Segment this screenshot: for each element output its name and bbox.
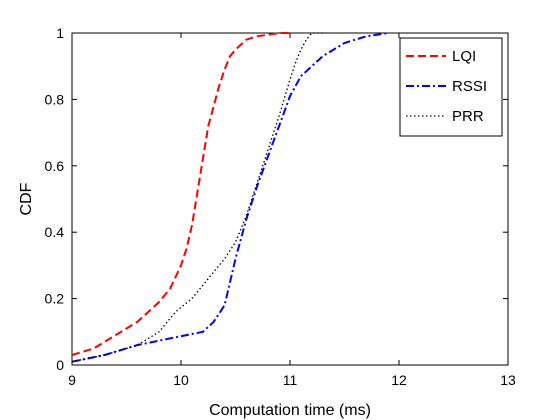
legend-label-rssi: RSSI [452,78,487,95]
x-tick-label: 10 [173,372,189,388]
legend: LQI RSSI PRR [399,37,503,137]
y-tick-label: 0 [56,357,64,373]
x-axis-label: Computation time (ms) [209,402,371,419]
series-line-rssi [71,32,389,363]
y-axis-ticks: 0 0.2 0.4 0.6 0.8 1 [45,25,508,373]
x-tick-label: 13 [500,372,516,388]
legend-label-prr: PRR [452,108,484,125]
series-layer [71,32,389,363]
y-tick-label: 0.4 [45,224,65,240]
y-tick-label: 1 [56,25,64,41]
y-tick-label: 0.6 [45,158,65,174]
y-axis-label: CDF [18,182,35,215]
x-tick-label: 12 [391,372,407,388]
x-axis-ticks: 9 10 11 12 13 [68,33,516,388]
x-tick-label: 11 [283,372,298,388]
legend-label-lqi: LQI [452,48,476,65]
series-line-prr [71,32,323,363]
x-tick-label: 9 [68,372,76,388]
y-tick-label: 0.8 [45,91,65,107]
series-line-lqi [71,32,290,356]
y-tick-label: 0.2 [45,291,65,307]
